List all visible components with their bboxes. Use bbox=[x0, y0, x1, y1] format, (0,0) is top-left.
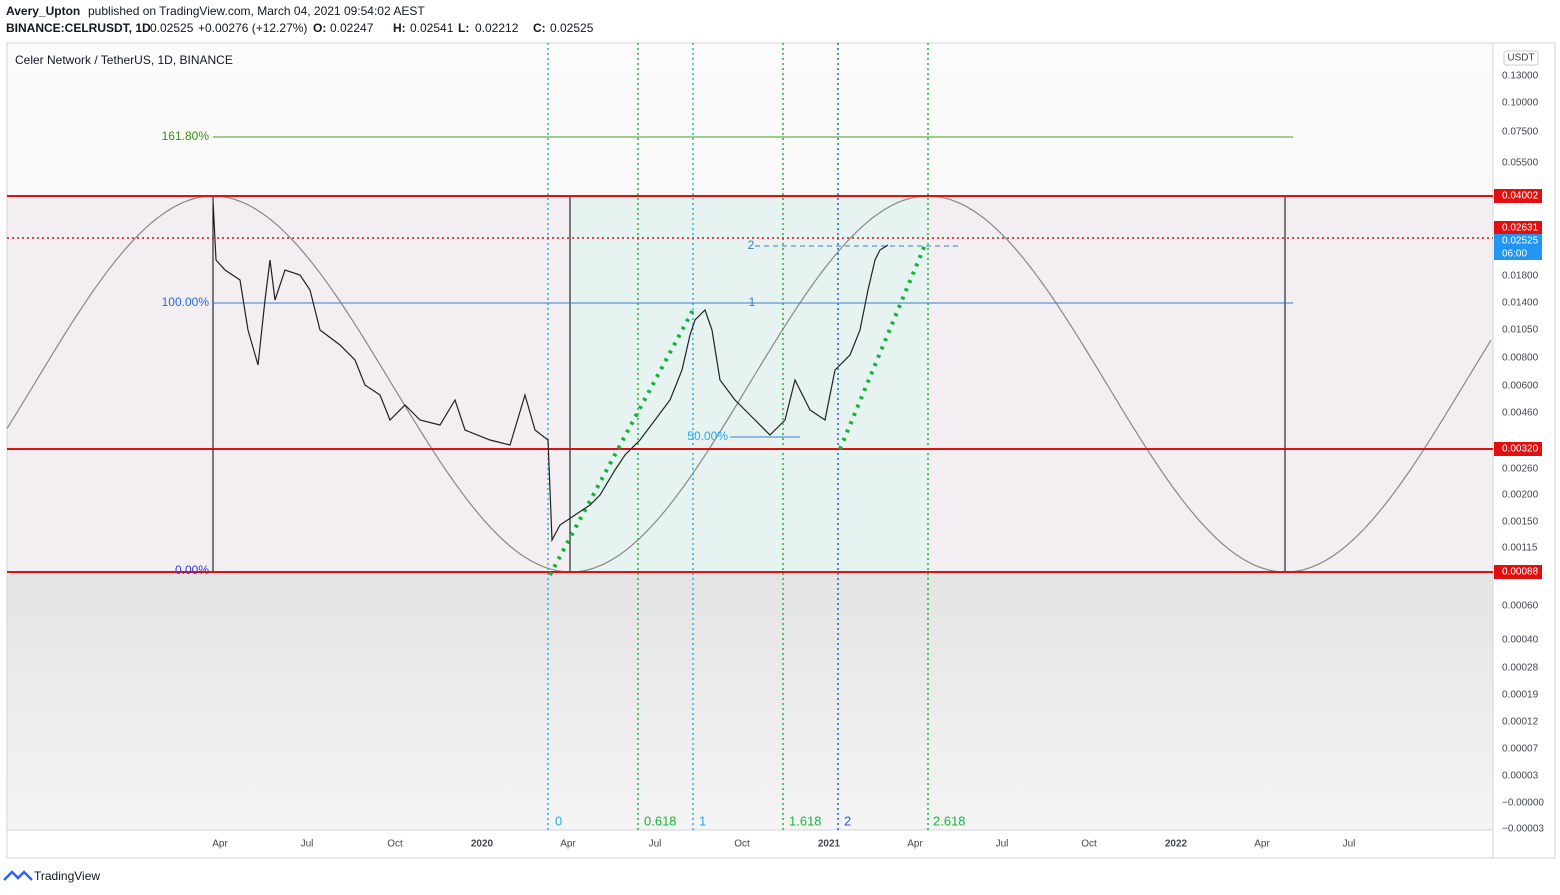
price-label: 0.00060 bbox=[1502, 601, 1539, 612]
time-label: Apr bbox=[907, 839, 923, 850]
ohlc-label: O: bbox=[313, 21, 326, 35]
time-label: Jul bbox=[649, 839, 662, 850]
time-label: Oct bbox=[734, 839, 750, 850]
fib-label: 100.00% bbox=[162, 295, 210, 309]
price-label: 0.10000 bbox=[1502, 98, 1539, 109]
price-label: 0.01400 bbox=[1502, 298, 1539, 309]
price-tag bbox=[1494, 234, 1542, 260]
time-label: Apr bbox=[1254, 839, 1270, 850]
price-label: 0.00150 bbox=[1502, 517, 1539, 528]
price-tag-time: 06:00 bbox=[1502, 249, 1527, 260]
price-label: 0.07500 bbox=[1502, 127, 1539, 138]
time-fib-label: 0.618 bbox=[644, 813, 677, 828]
price-label: 0.01050 bbox=[1502, 325, 1539, 336]
chart-legend: Celer Network / TetherUS, 1D, BINANCE bbox=[15, 53, 233, 67]
price-label: 0.00007 bbox=[1502, 744, 1539, 755]
time-label: 2022 bbox=[1165, 839, 1188, 850]
published: published on TradingView.com, March 04, … bbox=[88, 4, 425, 18]
footer-brand: TradingView bbox=[34, 869, 100, 883]
fib-label: 50.00% bbox=[687, 429, 728, 443]
drawing-line bbox=[838, 244, 927, 450]
time-fib-label: 2 bbox=[844, 813, 851, 828]
price-tag-text: 0.00320 bbox=[1502, 444, 1539, 455]
fib-label: 1 bbox=[749, 295, 756, 309]
price-label: 0.00003 bbox=[1502, 771, 1539, 782]
chart-frame bbox=[6, 42, 1556, 859]
time-label: Jul bbox=[301, 839, 314, 850]
time-label: 2020 bbox=[471, 839, 494, 850]
ohlc-label: L: bbox=[458, 21, 469, 35]
price-label: 0.00028 bbox=[1502, 663, 1539, 674]
price-label: 0.13000 bbox=[1502, 71, 1539, 82]
price-tag-text: 0.02631 bbox=[1502, 223, 1539, 234]
time-label: Jul bbox=[996, 839, 1009, 850]
price-tag bbox=[1494, 442, 1542, 456]
price-label: 0.00460 bbox=[1502, 408, 1539, 419]
price-label: 0.01800 bbox=[1502, 271, 1539, 282]
ohlc-value: 0.02541 bbox=[410, 21, 454, 35]
time-label: Jul bbox=[1343, 839, 1356, 850]
symbol: BINANCE:CELRUSDT, 1D bbox=[6, 21, 151, 35]
change: +0.00276 (+12.27%) bbox=[198, 21, 307, 35]
ohlc-label: C: bbox=[533, 21, 546, 35]
price-label: 0.00115 bbox=[1502, 543, 1538, 554]
time-label: Apr bbox=[212, 839, 228, 850]
author: Avery_Upton bbox=[6, 4, 80, 18]
price-tag-text: 0.02525 bbox=[1502, 236, 1539, 247]
price-tag-text: 0.00088 bbox=[1502, 567, 1539, 578]
ohlc-value: 0.02247 bbox=[330, 21, 374, 35]
price-label: 0.00200 bbox=[1502, 490, 1539, 501]
price-label: −0.00000 bbox=[1502, 798, 1544, 809]
price-label: −0.00003 bbox=[1502, 824, 1544, 835]
logo bbox=[3, 870, 33, 881]
fib-label: 0.00% bbox=[175, 563, 209, 577]
time-label: Apr bbox=[560, 839, 576, 850]
time-fib-label: 2.618 bbox=[933, 813, 966, 828]
price-label: 0.00040 bbox=[1502, 635, 1539, 646]
fib-label: 161.80% bbox=[162, 129, 210, 143]
time-fib-label: 1.618 bbox=[789, 813, 822, 828]
fib-label: 2 bbox=[748, 238, 755, 252]
price-label: 0.00019 bbox=[1502, 690, 1539, 701]
time-label: Oct bbox=[1081, 839, 1097, 850]
price-tag-text: 0.04002 bbox=[1502, 191, 1539, 202]
price-label: 0.00600 bbox=[1502, 381, 1539, 392]
price-line bbox=[212, 199, 889, 543]
price-label: 0.00260 bbox=[1502, 464, 1539, 475]
cycle-curve bbox=[6, 195, 1492, 573]
ohlc-value: 0.02525 bbox=[550, 21, 594, 35]
ohlc-value: 0.02212 bbox=[475, 21, 519, 35]
time-fib-label: 0 bbox=[555, 813, 562, 828]
price-label: 0.00012 bbox=[1502, 717, 1539, 728]
price-tag bbox=[1494, 221, 1542, 235]
time-fib-label: 1 bbox=[699, 813, 706, 828]
time-label: Oct bbox=[387, 839, 403, 850]
last-price: 0.02525 bbox=[150, 21, 194, 35]
price-tag bbox=[1494, 189, 1542, 203]
price-label: 0.05500 bbox=[1502, 158, 1539, 169]
price-tag bbox=[1494, 565, 1542, 579]
price-label: 0.00800 bbox=[1502, 353, 1539, 364]
lower-zone bbox=[7, 572, 1493, 830]
ohlc-label: H: bbox=[393, 21, 406, 35]
time-label: 2021 bbox=[818, 839, 841, 850]
drawings bbox=[6, 43, 1493, 830]
unit: USDT bbox=[1507, 53, 1534, 64]
unit-box bbox=[1503, 50, 1539, 66]
